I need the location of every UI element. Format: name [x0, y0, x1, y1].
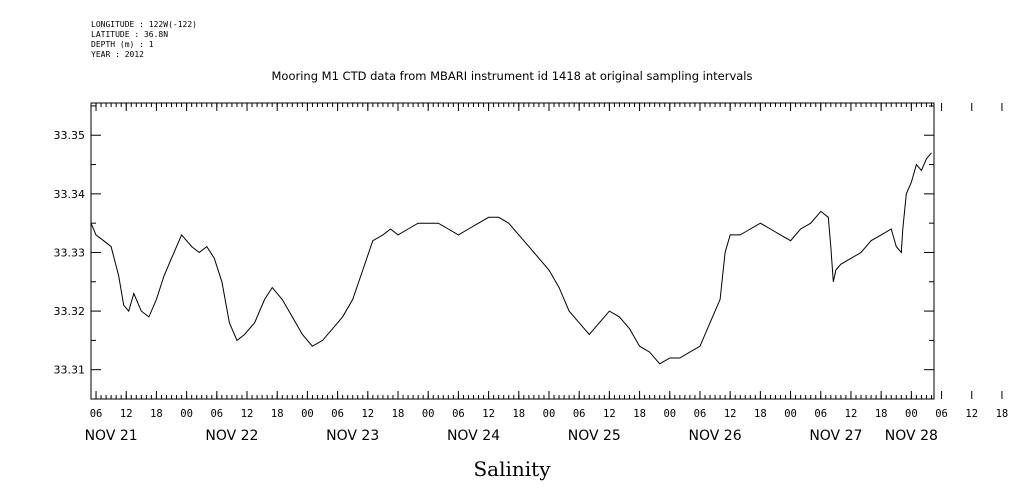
x-tick-label: 12 — [482, 408, 495, 420]
x-tick-label: 18 — [271, 408, 284, 420]
y-tick-labels: 33.31 33.32 33.33 33.34 33.35 — [54, 129, 86, 376]
x-day-labels: NOV 21 NOV 22 NOV 23 NOV 24 NOV 25 NOV 26 NOV … — [85, 428, 938, 444]
x-day-label: NOV 22 — [205, 428, 258, 444]
x-tick-label: 06 — [935, 408, 948, 420]
x-tick-label: 12 — [965, 408, 978, 420]
x-day-label: NOV 27 — [809, 428, 862, 444]
x-day-label: NOV 25 — [568, 428, 621, 444]
x-axis-title: Salinity — [473, 457, 551, 481]
y-tick-label: 33.33 — [54, 246, 86, 259]
x-hour-labels: 06 12 18 00 06 12 18 00 06 12 18 00 06 12 18 00 06 12 18 00… — [90, 408, 1009, 420]
x-tick-label: 12 — [120, 408, 133, 420]
y-tick-label: 33.35 — [54, 129, 86, 142]
y-tick-label: 33.34 — [54, 188, 86, 201]
x-tick-label: 00 — [784, 408, 797, 420]
y-tick-label: 33.31 — [54, 364, 86, 377]
x-tick-label: 12 — [361, 408, 374, 420]
x-tick-label: 12 — [241, 408, 254, 420]
x-major-ticks — [95, 103, 1003, 399]
x-tick-label: 12 — [845, 408, 858, 420]
x-day-label: NOV 26 — [689, 428, 742, 444]
x-tick-label: 00 — [905, 408, 918, 420]
x-day-label: NOV 23 — [326, 428, 379, 444]
x-tick-label: 00 — [422, 408, 435, 420]
x-tick-label: 18 — [996, 408, 1009, 420]
x-tick-label: 06 — [331, 408, 344, 420]
depth-text: DEPTH (m) : 1 — [91, 40, 154, 49]
year-text: YEAR : 2012 — [91, 50, 144, 59]
x-tick-label: 06 — [90, 408, 103, 420]
salinity-series-line — [90, 152, 932, 365]
x-day-label: NOV 21 — [85, 428, 138, 444]
chart-title: Mooring M1 CTD data from MBARI instrumen… — [272, 69, 753, 83]
x-tick-label: 18 — [392, 408, 405, 420]
x-day-label: NOV 28 — [885, 428, 938, 444]
x-tick-label: 00 — [663, 408, 676, 420]
x-day-label: NOV 24 — [447, 428, 500, 444]
x-tick-label: 06 — [210, 408, 223, 420]
x-tick-label: 18 — [754, 408, 767, 420]
y-ticks — [91, 105, 934, 400]
latitude-text: LATITUDE : 36.8N — [91, 30, 169, 39]
series-group — [90, 152, 932, 365]
x-tick-label: 12 — [603, 408, 616, 420]
x-tick-label: 00 — [543, 408, 556, 420]
x-minor-ticks — [90, 103, 932, 399]
x-tick-label: 00 — [180, 408, 193, 420]
x-tick-label: 18 — [633, 408, 646, 420]
x-tick-label: 12 — [724, 408, 737, 420]
y-tick-label: 33.32 — [54, 305, 86, 318]
x-tick-label: 18 — [150, 408, 163, 420]
x-tick-label: 06 — [694, 408, 707, 420]
longitude-text: LONGITUDE : 122W(-122) — [91, 20, 197, 29]
x-tick-label: 00 — [301, 408, 314, 420]
x-tick-label: 06 — [452, 408, 465, 420]
x-tick-label: 18 — [512, 408, 525, 420]
x-tick-label: 06 — [814, 408, 827, 420]
x-tick-label: 18 — [875, 408, 888, 420]
x-tick-label: 06 — [573, 408, 586, 420]
metadata-block: LONGITUDE : 122W(-122) LATITUDE : 36.8N … — [91, 20, 197, 60]
plot-frame — [90, 102, 935, 400]
